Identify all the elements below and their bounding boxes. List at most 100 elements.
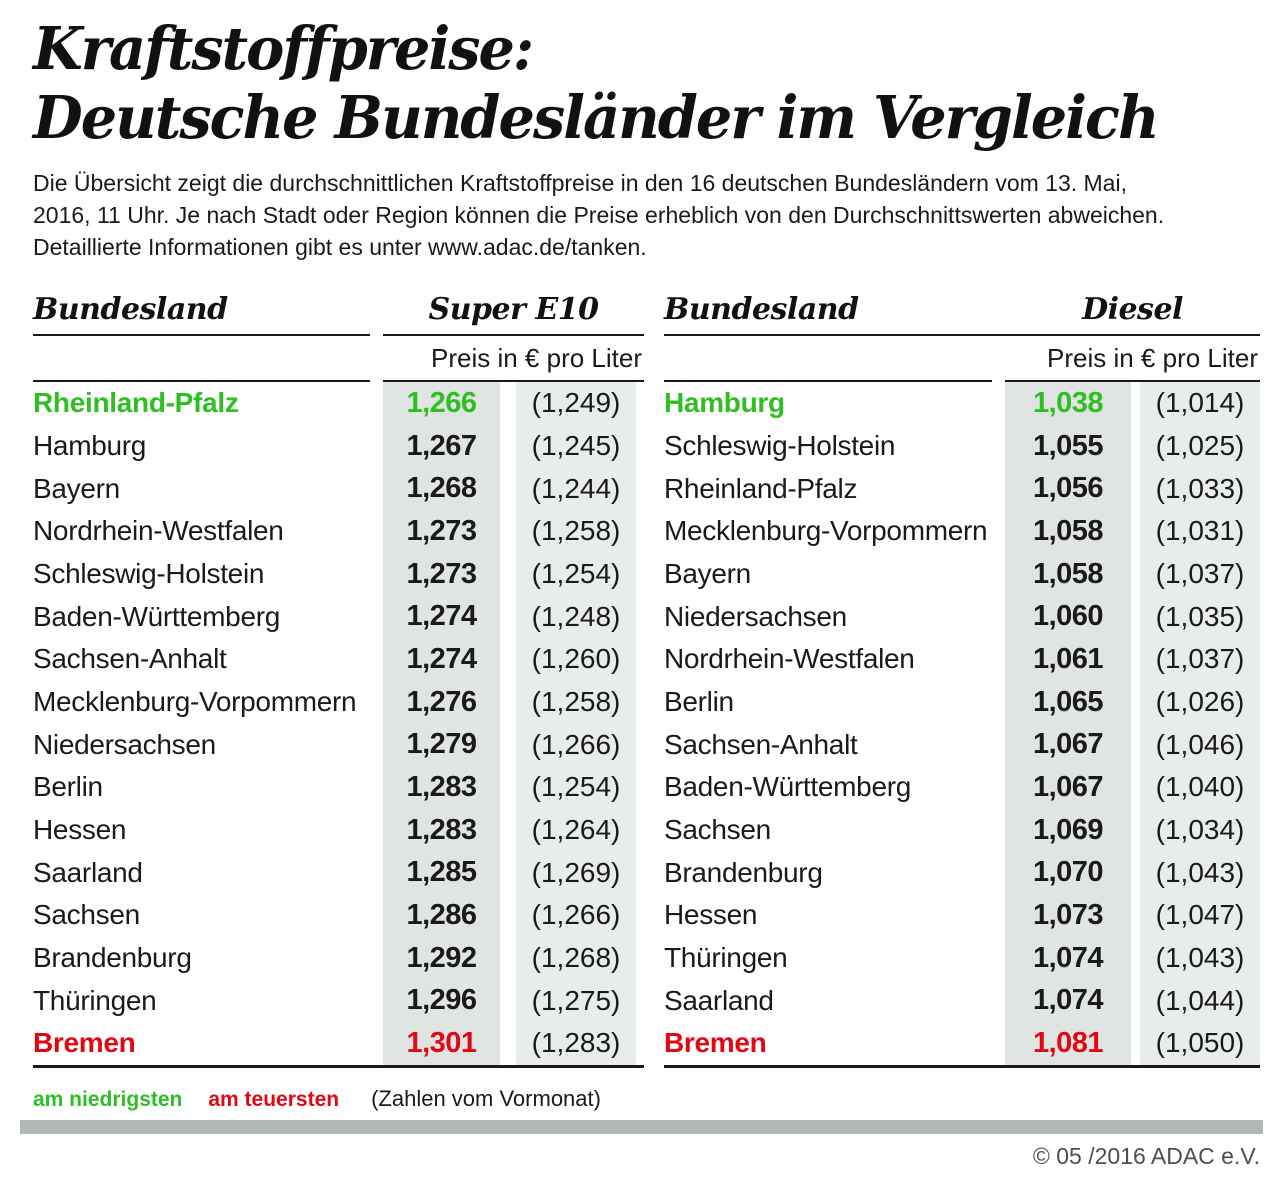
column-header-diesel: Diesel <box>1082 292 1183 327</box>
state-name: Baden-Württemberg <box>33 600 281 632</box>
table-row: Hessen 1,283 (1,264) <box>33 809 644 852</box>
intro-line: 2016, 11 Uhr. Je nach Stadt oder Region … <box>33 202 1165 228</box>
previous-month-price: (1,260) <box>531 643 621 675</box>
state-name: Rheinland-Pfalz <box>664 472 858 504</box>
current-price: 1,070 <box>1032 856 1104 889</box>
table-row: Schleswig-Holstein 1,273 (1,254) <box>33 553 644 596</box>
previous-month-price: (1,268) <box>531 942 621 974</box>
state-name: Nordrhein-Westfalen <box>33 515 284 547</box>
table-row: Bremen 1,301 (1,283) <box>33 1022 644 1065</box>
previous-month-price: (1,266) <box>531 899 621 931</box>
state-name: Saarland <box>33 856 143 888</box>
current-price: 1,276 <box>406 685 477 718</box>
column-header-bundesland: Bundesland <box>33 292 228 327</box>
current-price: 1,273 <box>406 557 477 590</box>
current-price: 1,067 <box>1032 770 1104 803</box>
intro-text: Die Übersicht zeigt die durchschnittlich… <box>33 167 1260 263</box>
previous-month-price: (1,275) <box>531 984 621 1016</box>
previous-month-price: (1,037) <box>1155 643 1245 675</box>
table-row: Hamburg 1,038 (1,014) <box>664 382 1260 425</box>
unit-label: Preis in € pro Liter <box>431 342 642 373</box>
table-body: Rheinland-Pfalz 1,266 (1,249) Hamburg 1,267 (… <box>33 382 644 1065</box>
page-title: Kraftstoffpreise: Deutsche Bundesländer … <box>33 14 1260 152</box>
state-name: Bayern <box>664 558 751 590</box>
state-name: Baden-Württemberg <box>664 771 912 803</box>
previous-month-price: (1,014) <box>1155 387 1245 419</box>
state-name: Thüringen <box>33 984 157 1016</box>
state-name: Schleswig-Holstein <box>664 430 896 461</box>
current-price: 1,273 <box>406 514 477 547</box>
current-price: 1,081 <box>1032 1026 1104 1059</box>
previous-month-price: (1,043) <box>1155 942 1245 974</box>
state-name: Hamburg <box>664 387 785 419</box>
state-name: Berlin <box>664 686 734 718</box>
current-price: 1,267 <box>406 429 477 462</box>
state-name: Thüringen <box>664 942 788 974</box>
current-price: 1,274 <box>406 600 477 633</box>
table-row: Niedersachsen 1,060 (1,035) <box>664 595 1260 638</box>
previous-month-price: (1,254) <box>531 771 621 803</box>
unit-label: Preis in € pro Liter <box>1047 342 1258 373</box>
table-row: Brandenburg 1,070 (1,043) <box>664 851 1260 894</box>
table-header: Bundesland Super E10 <box>33 289 644 334</box>
state-name: Mecklenburg-Vorpommern <box>33 686 357 718</box>
intro-line: Die Übersicht zeigt die durchschnittlich… <box>33 170 1127 196</box>
current-price: 1,061 <box>1032 642 1104 675</box>
table-row: Baden-Württemberg 1,274 (1,248) <box>33 595 644 638</box>
state-name: Sachsen <box>664 814 771 846</box>
legend-lowest-label: am niedrigsten <box>33 1088 183 1111</box>
state-name: Brandenburg <box>664 856 823 888</box>
legend-highest-label: am teuersten <box>208 1088 340 1111</box>
current-price: 1,067 <box>1032 728 1104 761</box>
previous-month-price: (1,043) <box>1155 856 1245 888</box>
current-price: 1,074 <box>1032 941 1104 974</box>
previous-month-price: (1,040) <box>1155 771 1245 803</box>
title-line-2: Deutsche Bundesländer im Vergleich <box>33 83 1160 152</box>
table-bottom-rule <box>664 1065 1260 1068</box>
table-row: Nordrhein-Westfalen 1,061 (1,037) <box>664 638 1260 681</box>
previous-month-price: (1,031) <box>1155 515 1245 547</box>
state-name: Brandenburg <box>33 942 192 974</box>
current-price: 1,069 <box>1032 813 1104 846</box>
table-row: Sachsen-Anhalt 1,067 (1,046) <box>664 723 1260 766</box>
current-price: 1,292 <box>406 941 477 974</box>
table-row: Berlin 1,283 (1,254) <box>33 766 644 809</box>
state-name: Niedersachsen <box>664 600 847 632</box>
table-super-e10: Bundesland Super E10 Preis in € pro Lite… <box>33 289 644 1068</box>
current-price: 1,055 <box>1032 429 1104 462</box>
current-price: 1,058 <box>1032 557 1104 590</box>
state-name: Hamburg <box>33 430 147 461</box>
current-price: 1,296 <box>406 984 477 1017</box>
table-row: Niedersachsen 1,279 (1,266) <box>33 723 644 766</box>
table-row: Hessen 1,073 (1,047) <box>664 894 1260 937</box>
previous-month-price: (1,245) <box>531 430 621 461</box>
state-name: Bremen <box>33 1027 136 1059</box>
table-row: Sachsen 1,069 (1,034) <box>664 809 1260 852</box>
state-name: Sachsen-Anhalt <box>33 643 227 675</box>
state-name: Saarland <box>664 984 774 1016</box>
table-row: Mecklenburg-Vorpommern 1,276 (1,258) <box>33 681 644 724</box>
previous-month-price: (1,258) <box>531 686 621 718</box>
price-column-background <box>383 382 500 1065</box>
state-name: Sachsen-Anhalt <box>664 728 858 760</box>
current-price: 1,286 <box>406 898 477 931</box>
previous-month-price: (1,258) <box>531 515 621 547</box>
state-name: Hessen <box>33 814 127 846</box>
state-name: Berlin <box>33 771 103 803</box>
previous-month-price: (1,034) <box>1155 814 1245 846</box>
previous-month-price: (1,025) <box>1155 430 1245 461</box>
current-price: 1,060 <box>1032 600 1104 633</box>
subheader-row: Preis in € pro Liter <box>664 336 1260 380</box>
table-row: Sachsen-Anhalt 1,274 (1,260) <box>33 638 644 681</box>
previous-month-price: (1,047) <box>1155 899 1245 931</box>
price-column-background <box>1005 382 1131 1065</box>
state-name: Bremen <box>664 1027 767 1059</box>
state-name: Niedersachsen <box>33 728 216 760</box>
adac-fuel-price-infographic: Kraftstoffpreise: Deutsche Bundesländer … <box>33 14 1260 1111</box>
current-price: 1,279 <box>406 728 477 761</box>
table-header: Bundesland Diesel <box>664 289 1260 334</box>
previous-month-price: (1,254) <box>531 558 621 590</box>
previous-month-price: (1,248) <box>531 600 621 632</box>
previous-month-price: (1,050) <box>1155 1027 1245 1059</box>
current-price: 1,301 <box>406 1026 477 1059</box>
